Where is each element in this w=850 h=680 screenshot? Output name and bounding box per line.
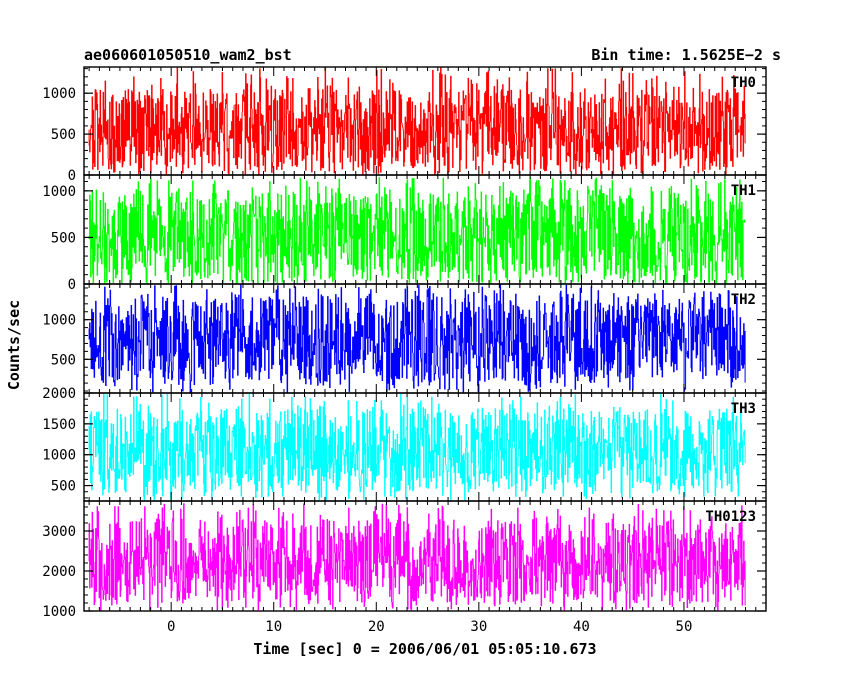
y-tick-label: 1000 [42,448,76,464]
y-tick-label: 1000 [42,604,76,620]
bin-time-label: Bin time: 1.5625E−2 s [591,46,781,64]
series-line-th1 [88,177,746,284]
panel-th2: 500 1000 TH2 [42,283,767,394]
panel-label-th3: TH3 [731,401,756,417]
y-tick-label: 500 [51,479,76,495]
panel-label-th2: TH2 [731,292,756,308]
y-tick-label: 2000 [42,564,76,580]
y-tick-label: 0 [68,168,76,184]
y-tick-label: 0 [68,277,76,293]
series-line-th2 [88,284,746,393]
panel-th0123: 1000 2000 3000 TH0123 [42,500,767,620]
panel-th3: 500 1000 1500 2000 TH3 [42,386,767,502]
series-line-th0 [88,67,746,175]
y-tick-label: 1000 [42,86,76,102]
panel-label-th0: TH0 [731,75,756,91]
panel-label-th1: TH1 [731,183,756,199]
y-tick-label: 500 [51,127,76,143]
series-line-th3 [88,393,746,501]
x-tick-label: 20 [368,619,385,635]
x-axis-label: Time [sec] 0 = 2006/06/01 05:05:10.673 [253,640,596,658]
y-tick-label: 1000 [42,313,76,329]
panel-label-th0123: TH0123 [705,509,756,525]
series-line-th0123 [88,503,746,611]
panel-frame [83,500,767,612]
chart-title: ae060601050510_wam2_bst [84,46,292,64]
x-tick-label: 0 [167,619,175,635]
y-axis-label: Counts/sec [5,300,23,390]
panel-th1: 0 500 1000 TH1 [42,174,767,293]
x-tick-label: 30 [470,619,487,635]
y-tick-label: 3000 [42,524,76,540]
y-tick-label: 2000 [42,386,76,402]
x-tick-label: 40 [573,619,590,635]
y-tick-label: 500 [51,352,76,368]
x-tick-label: 50 [676,619,693,635]
y-tick-label: 1000 [42,184,76,200]
x-tick-label: 10 [265,619,282,635]
y-tick-label: 500 [51,230,76,246]
y-tick-label: 1500 [42,417,76,433]
panel-th0: 0 500 1000 TH0 [42,66,767,184]
